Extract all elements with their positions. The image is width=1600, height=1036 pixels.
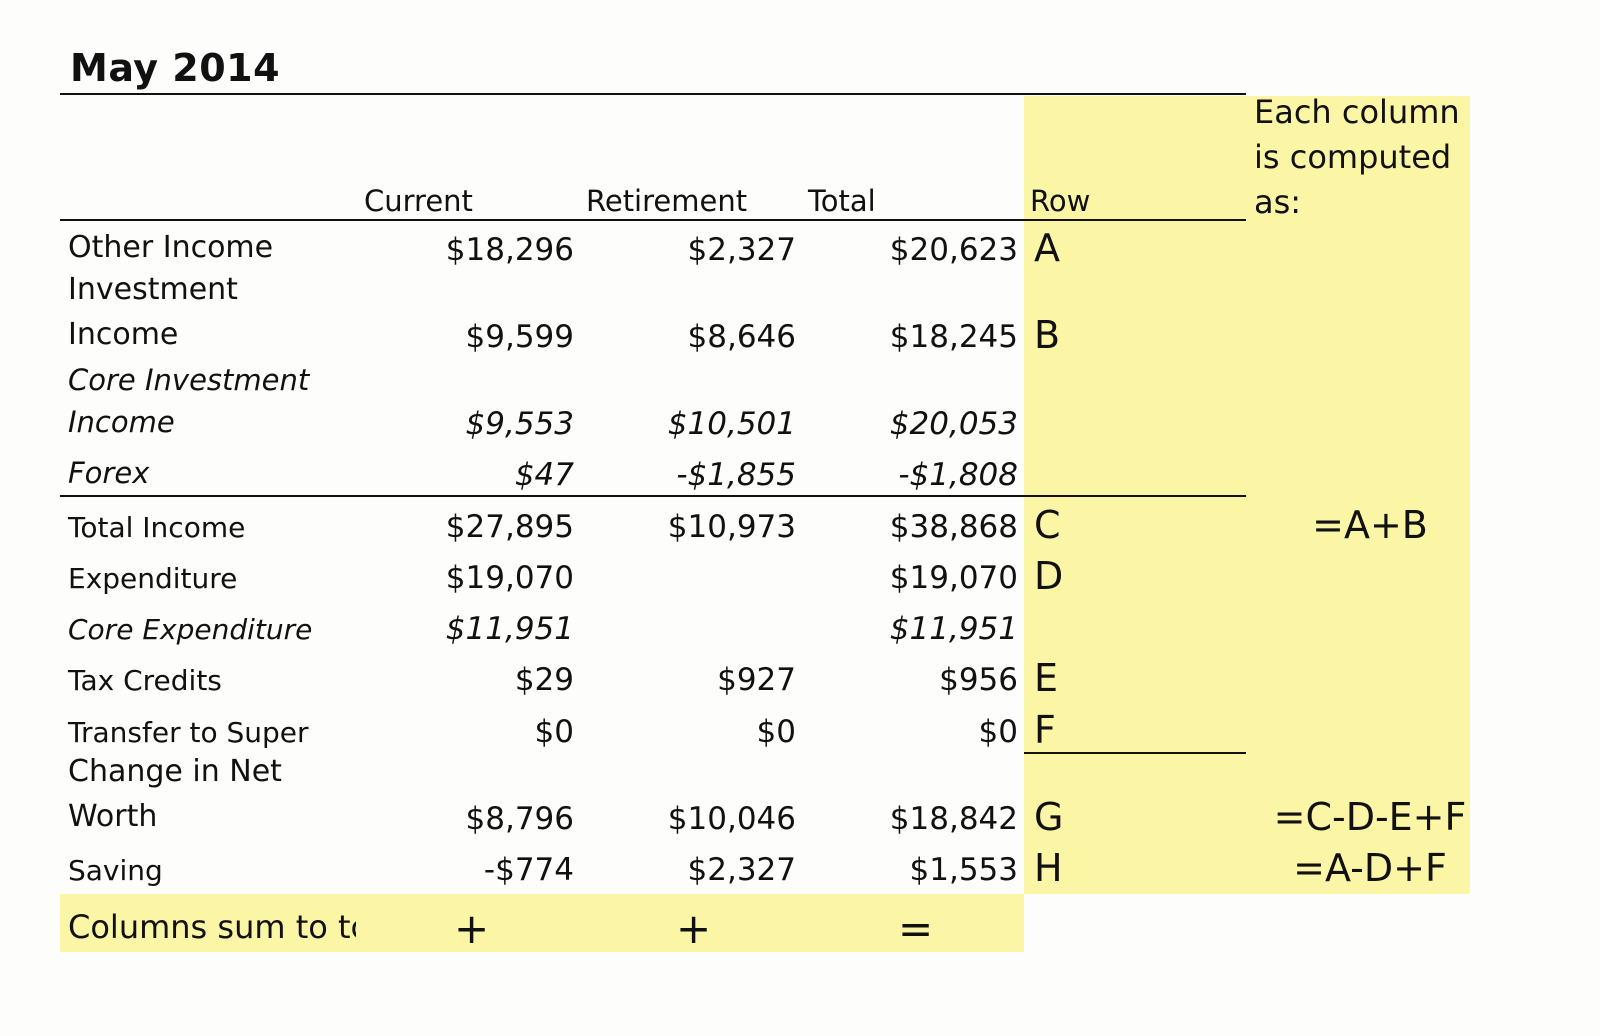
cell-total: $38,868 xyxy=(889,509,1018,545)
row-label-transfer-to-super: Transfer to Super xyxy=(68,716,309,749)
cell-retirement: $8,646 xyxy=(687,319,796,355)
row-label-investment-line2: Income xyxy=(68,317,179,352)
cell-retirement: $10,973 xyxy=(667,509,796,545)
cell-current: $9,553 xyxy=(465,406,574,442)
cell-total: $20,053 xyxy=(889,406,1018,442)
row-formula: =A+B xyxy=(1312,503,1428,547)
cell-retirement: $10,501 xyxy=(667,406,796,442)
cell-total: $0 xyxy=(978,714,1018,750)
cell-retirement: $927 xyxy=(717,662,796,698)
row-label-investment-line1: Investment xyxy=(68,272,238,307)
row-label-forex: Forex xyxy=(68,456,150,490)
cell-retirement: $2,327 xyxy=(687,852,796,888)
row-letter: D xyxy=(1034,554,1064,598)
cell-total: $11,951 xyxy=(889,611,1018,647)
row-label-total-income: Total Income xyxy=(68,511,246,544)
cell-total: $956 xyxy=(939,662,1018,698)
row-label-expenditure: Expenditure xyxy=(68,562,238,595)
row-label-core-investment-line2: Income xyxy=(68,405,175,439)
cell-current: $47 xyxy=(514,457,574,493)
row-column-rule xyxy=(1024,752,1246,754)
cell-current: $11,951 xyxy=(445,611,574,647)
row-letter: B xyxy=(1034,313,1061,357)
cell-current: $8,796 xyxy=(465,801,574,837)
header-underline xyxy=(60,219,1246,221)
cell-retirement: -$1,855 xyxy=(676,457,796,493)
cell-total: $1,553 xyxy=(909,852,1018,888)
header-row: Row xyxy=(1030,184,1091,218)
row-formula: =A-D+F xyxy=(1293,846,1447,890)
footer-plus-retirement: + xyxy=(676,904,712,953)
row-label-other-income: Other Income xyxy=(68,230,274,265)
footer-plus-current: + xyxy=(454,904,490,953)
row-label-net-worth-line2: Worth xyxy=(68,799,158,834)
row-letter: C xyxy=(1034,503,1061,547)
cell-retirement: $10,046 xyxy=(667,801,796,837)
row-letter: F xyxy=(1034,708,1056,752)
cell-retirement: $2,327 xyxy=(687,232,796,268)
row-label-core-investment-line1: Core Investment xyxy=(68,363,310,397)
row-letter: A xyxy=(1034,226,1060,270)
title-underline xyxy=(60,93,1246,95)
row-label-tax-credits: Tax Credits xyxy=(68,664,222,697)
cell-total: $18,245 xyxy=(889,319,1018,355)
cell-total: -$1,808 xyxy=(898,457,1018,493)
footer-equals-total: = xyxy=(898,904,934,953)
header-retirement: Retirement xyxy=(586,184,748,218)
footer-highlight xyxy=(60,894,1024,952)
row-letter: H xyxy=(1034,846,1063,890)
cell-current: $18,296 xyxy=(445,232,574,268)
row-letter: E xyxy=(1034,656,1059,700)
row-formula: =C-D-E+F xyxy=(1273,795,1467,839)
row-label-saving: Saving xyxy=(68,854,163,887)
cell-current: -$774 xyxy=(483,852,574,888)
cell-current: $0 xyxy=(534,714,574,750)
row-label-net-worth-line1: Change in Net xyxy=(68,754,282,789)
cell-current: $9,599 xyxy=(465,319,574,355)
cell-retirement: $0 xyxy=(756,714,796,750)
cell-current: $19,070 xyxy=(445,560,574,596)
header-current: Current xyxy=(364,184,473,218)
subtotal-rule xyxy=(60,495,1246,497)
computation-note: Each column is computed as: xyxy=(1254,93,1460,221)
row-label-core-expenditure: Core Expenditure xyxy=(68,613,313,646)
cell-total: $19,070 xyxy=(889,560,1018,596)
cell-current: $27,895 xyxy=(445,509,574,545)
page-title: May 2014 xyxy=(70,46,281,90)
footer-label: Columns sum to tc xyxy=(68,908,356,946)
cell-current: $29 xyxy=(514,662,574,698)
row-letter: G xyxy=(1034,795,1064,839)
cell-total: $20,623 xyxy=(889,232,1018,268)
cell-total: $18,842 xyxy=(889,801,1018,837)
header-total: Total xyxy=(808,184,876,218)
